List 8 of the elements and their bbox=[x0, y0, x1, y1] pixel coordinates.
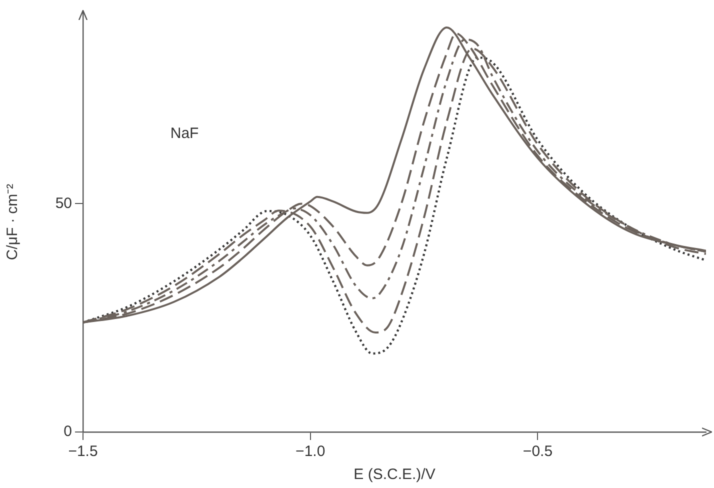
x-tick-label: −1.0 bbox=[296, 443, 326, 460]
y-tick-label: 50 bbox=[55, 194, 72, 212]
y-axis-title: C/μF · cm⁻² bbox=[4, 184, 22, 260]
x-axis-title: E (S.C.E.)/V bbox=[354, 466, 436, 484]
y-tick-label: 0 bbox=[64, 423, 72, 440]
annotation: NaF bbox=[170, 125, 199, 142]
x-tick-label: −0.5 bbox=[522, 443, 553, 460]
x-tick-label: −1.5 bbox=[68, 443, 98, 460]
